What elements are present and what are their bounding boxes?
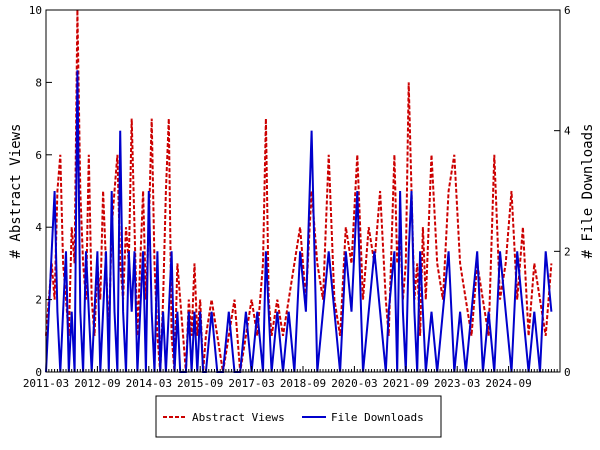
x-tick-label: 2014-03 [126, 377, 172, 390]
y-axis-title-left: # Abstract Views [8, 124, 24, 259]
y-tick-label-left: 2 [35, 294, 42, 307]
legend: Abstract Views File Downloads [155, 395, 442, 438]
x-tick-label: 2015-09 [177, 377, 223, 390]
x-tick-label: 2023-03 [434, 377, 480, 390]
x-tick-label: 2020-03 [331, 377, 377, 390]
y-tick-label-left: 10 [29, 4, 42, 17]
x-tick-label: 2011-03 [23, 377, 69, 390]
series-line-abstract-views [45, 9, 553, 373]
y-tick-label-left: 6 [35, 149, 42, 162]
ticks-layer [45, 9, 561, 373]
y-tick-label-left: 4 [35, 221, 42, 234]
series-line-file-downloads [45, 70, 553, 373]
y-tick-label-right: 2 [564, 245, 571, 258]
legend-label-file-downloads: File Downloads [331, 411, 424, 424]
x-tick-label: 2017-03 [228, 377, 274, 390]
legend-box [155, 395, 442, 438]
y-tick-label-right: 0 [564, 366, 571, 379]
y-tick-label-left: 0 [35, 366, 42, 379]
y-tick-label-right: 4 [564, 125, 571, 138]
x-tick-label: 2021-09 [383, 377, 429, 390]
y-axis-title-right: # File Downloads [580, 124, 596, 259]
x-tick-label: 2018-09 [280, 377, 326, 390]
x-tick-label: 2012-09 [74, 377, 120, 390]
x-tick-label: 2024-09 [485, 377, 531, 390]
y-tick-label-left: 8 [35, 76, 42, 89]
legend-label-abstract-views: Abstract Views [192, 411, 285, 424]
series-layer [45, 9, 553, 373]
labels-layer: 0 2 4 6 8 10 0 2 4 6 2011-03 2012-09 2014-03 2015-09 2… [23, 4, 571, 390]
y-tick-label-right: 6 [564, 4, 571, 17]
